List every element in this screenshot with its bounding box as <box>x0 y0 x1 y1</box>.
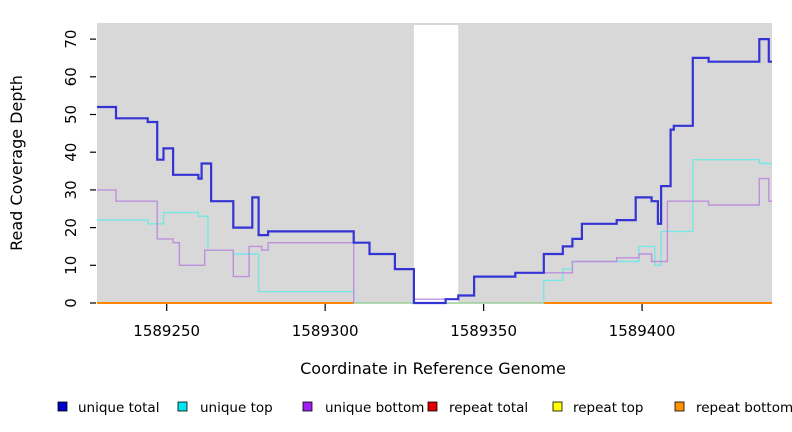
legend-item-repeat-bottom: repeat bottom <box>674 400 792 416</box>
legend-swatch <box>674 401 685 412</box>
legend-swatch <box>552 401 563 412</box>
x-tick-label: 1589350 <box>450 322 517 340</box>
legend-item-unique-bottom: unique bottom <box>302 400 424 416</box>
y-tick-label: 50 <box>62 105 80 124</box>
legend-label: unique total <box>78 400 159 416</box>
y-tick-label: 0 <box>62 298 80 308</box>
legend: unique total unique top unique bottom repea… <box>57 400 792 416</box>
legend-swatch <box>57 401 68 412</box>
legend-item-repeat-total: repeat total <box>427 400 528 416</box>
legend-label: repeat top <box>573 400 643 416</box>
legend-item-unique-total: unique total <box>57 400 159 416</box>
legend-label: repeat bottom <box>696 400 792 416</box>
legend-swatch <box>427 401 438 412</box>
x-tick-label: 1589300 <box>292 322 359 340</box>
x-tick-label: 1589250 <box>133 322 200 340</box>
x-tick-label: 1589400 <box>609 322 676 340</box>
legend-item-repeat-top: repeat top <box>552 400 643 416</box>
legend-item-unique-top: unique top <box>177 400 273 416</box>
legend-swatch <box>302 401 313 412</box>
legend-label: repeat total <box>449 400 528 416</box>
y-axis-title: Read Coverage Depth <box>7 75 26 251</box>
y-tick-label: 60 <box>62 67 80 86</box>
series-line-unique-bottom <box>97 189 355 303</box>
y-tick-label: 70 <box>62 30 80 49</box>
masked-region <box>413 25 459 303</box>
axes-layer: 1589250 1589300 1589350 1589400 0 10 20 30 40 50 6… <box>62 30 675 340</box>
legend-swatch <box>177 401 188 412</box>
series-line-unique-top <box>97 211 355 303</box>
series-line-unique-total <box>97 38 772 305</box>
y-tick-label: 30 <box>62 180 80 199</box>
series-layer <box>97 38 772 305</box>
legend-label: unique top <box>200 400 273 416</box>
y-tick-label: 10 <box>62 256 80 275</box>
x-axis-title: Coordinate in Reference Genome <box>300 359 566 378</box>
y-tick-label: 20 <box>62 218 80 237</box>
y-tick-label: 40 <box>62 143 80 162</box>
legend-label: unique bottom <box>325 400 424 416</box>
